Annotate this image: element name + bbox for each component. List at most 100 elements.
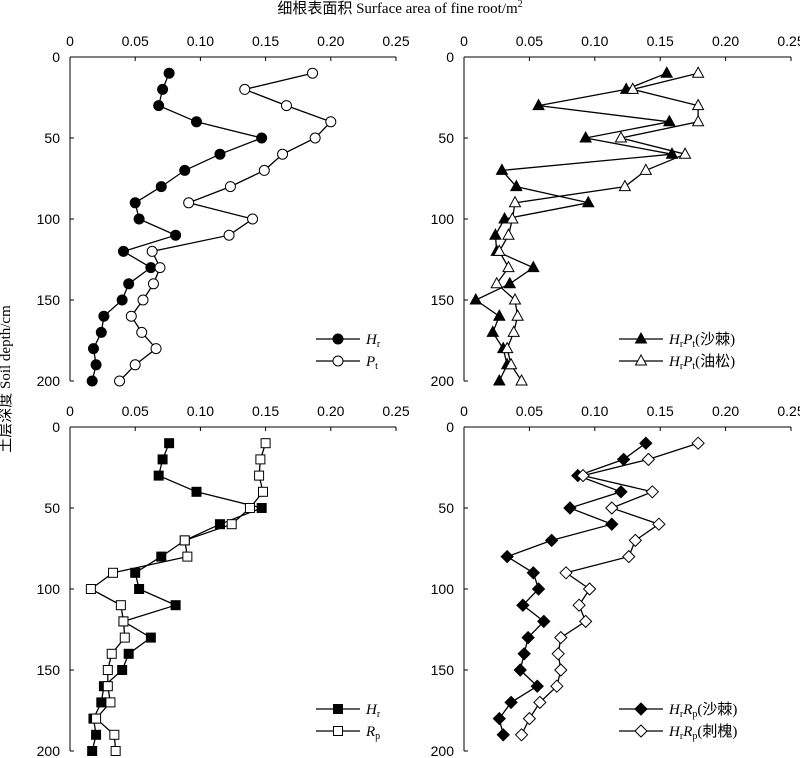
data-point [502, 260, 515, 273]
data-point [504, 357, 518, 370]
x-tick-label: 0.25 [382, 33, 409, 49]
data-point [622, 549, 636, 564]
series-1 [87, 438, 267, 756]
series-line [91, 72, 264, 382]
data-point [191, 486, 202, 497]
data-point [102, 665, 113, 675]
y-tick-label: 150 [37, 292, 61, 308]
data-point [660, 66, 674, 78]
data-point [498, 211, 511, 224]
data-point [639, 436, 653, 450]
data-point [223, 229, 235, 241]
y-tick-label: 100 [37, 211, 61, 227]
data-point [114, 375, 126, 387]
data-point [503, 276, 517, 289]
data-point [129, 359, 141, 371]
legend-label: Pt [365, 354, 378, 372]
data-point [91, 713, 102, 724]
series-line [91, 442, 264, 752]
data-point [182, 551, 193, 562]
data-point [134, 584, 145, 594]
chart-panel-4: 0 0.05 0.10 0.15 0.20 0.25 0 50 100 150 200 HrRp(沙棘… [431, 403, 800, 758]
data-point [98, 310, 110, 322]
data-point [537, 614, 551, 629]
x-tick-label: 0.05 [516, 33, 543, 49]
legend-label: HrRp(沙棘) [668, 701, 737, 720]
data-point [90, 359, 102, 371]
data-point [255, 454, 266, 465]
data-point [137, 294, 149, 306]
data-point [563, 501, 577, 515]
x-tick-label: 0.05 [122, 33, 149, 49]
data-point [504, 695, 518, 710]
legend-marker [332, 355, 344, 367]
y-tick-label: 100 [431, 581, 455, 597]
legend: Hr Rp [316, 702, 381, 742]
data-point [614, 485, 628, 499]
x-tick-label: 0.20 [712, 403, 739, 419]
data-point [119, 632, 130, 643]
data-point [105, 697, 116, 708]
x-tick-label: 0.25 [777, 403, 800, 419]
series-2 [514, 436, 705, 742]
y-tick-label: 50 [44, 130, 60, 146]
x-tick-label: 0.05 [122, 403, 149, 419]
x-tick-label: 0.25 [777, 33, 800, 49]
data-point [95, 326, 107, 338]
data-point [179, 535, 190, 546]
legend-label: HrRp(刺槐) [668, 723, 737, 742]
data-point [579, 130, 592, 143]
data-point [154, 262, 166, 274]
x-tick-label: 0 [460, 403, 468, 419]
data-point [86, 375, 98, 387]
data-point [618, 179, 632, 192]
data-point [163, 67, 175, 79]
y-tick-label: 200 [37, 373, 61, 389]
data-point [224, 181, 236, 193]
data-point [508, 292, 522, 305]
data-point [136, 326, 148, 338]
data-point [108, 567, 119, 578]
series-line [119, 72, 332, 382]
data-point [551, 647, 565, 661]
data-point [513, 663, 527, 677]
x-tick-label: 0.10 [581, 403, 608, 419]
legend: HrPt(沙棘) HrPt(油松) [619, 331, 735, 372]
y-tick-label: 150 [431, 292, 455, 308]
data-point [247, 213, 259, 225]
x-tick-label: 0.10 [187, 403, 214, 419]
data-point [516, 598, 530, 612]
data-point [550, 679, 564, 693]
data-point [691, 66, 705, 78]
data-point [146, 245, 158, 257]
data-point [522, 711, 537, 726]
data-point [145, 262, 157, 274]
data-point [506, 211, 519, 224]
data-point [678, 147, 692, 159]
y-tick-label: 150 [37, 662, 61, 678]
data-point [531, 582, 546, 596]
legend-marker [332, 333, 344, 345]
data-point [581, 195, 595, 208]
data-point [507, 325, 521, 337]
data-point [129, 197, 141, 209]
legend-label: HrPt(沙棘) [668, 331, 735, 350]
data-point [521, 630, 535, 645]
y-tick-label: 200 [431, 373, 455, 389]
legend-label: Hr [365, 702, 381, 720]
data-point [85, 584, 96, 594]
legend-marker [333, 704, 343, 714]
series-2 [490, 66, 705, 386]
x-tick-label: 0.15 [252, 403, 279, 419]
chart-panel-2: 0 0.05 0.10 0.15 0.20 0.25 0 50 100 150 200 HrPt(沙棘… [431, 33, 800, 389]
data-point [157, 454, 168, 465]
data-point [511, 309, 524, 321]
x-tick-label: 0.25 [382, 403, 409, 419]
legend-marker [333, 726, 343, 736]
legend-label: HrPt(油松) [668, 353, 735, 372]
data-point [257, 486, 268, 497]
y-tick-label: 100 [431, 211, 455, 227]
data-point [576, 468, 590, 483]
x-tick-label: 0.20 [317, 33, 344, 49]
